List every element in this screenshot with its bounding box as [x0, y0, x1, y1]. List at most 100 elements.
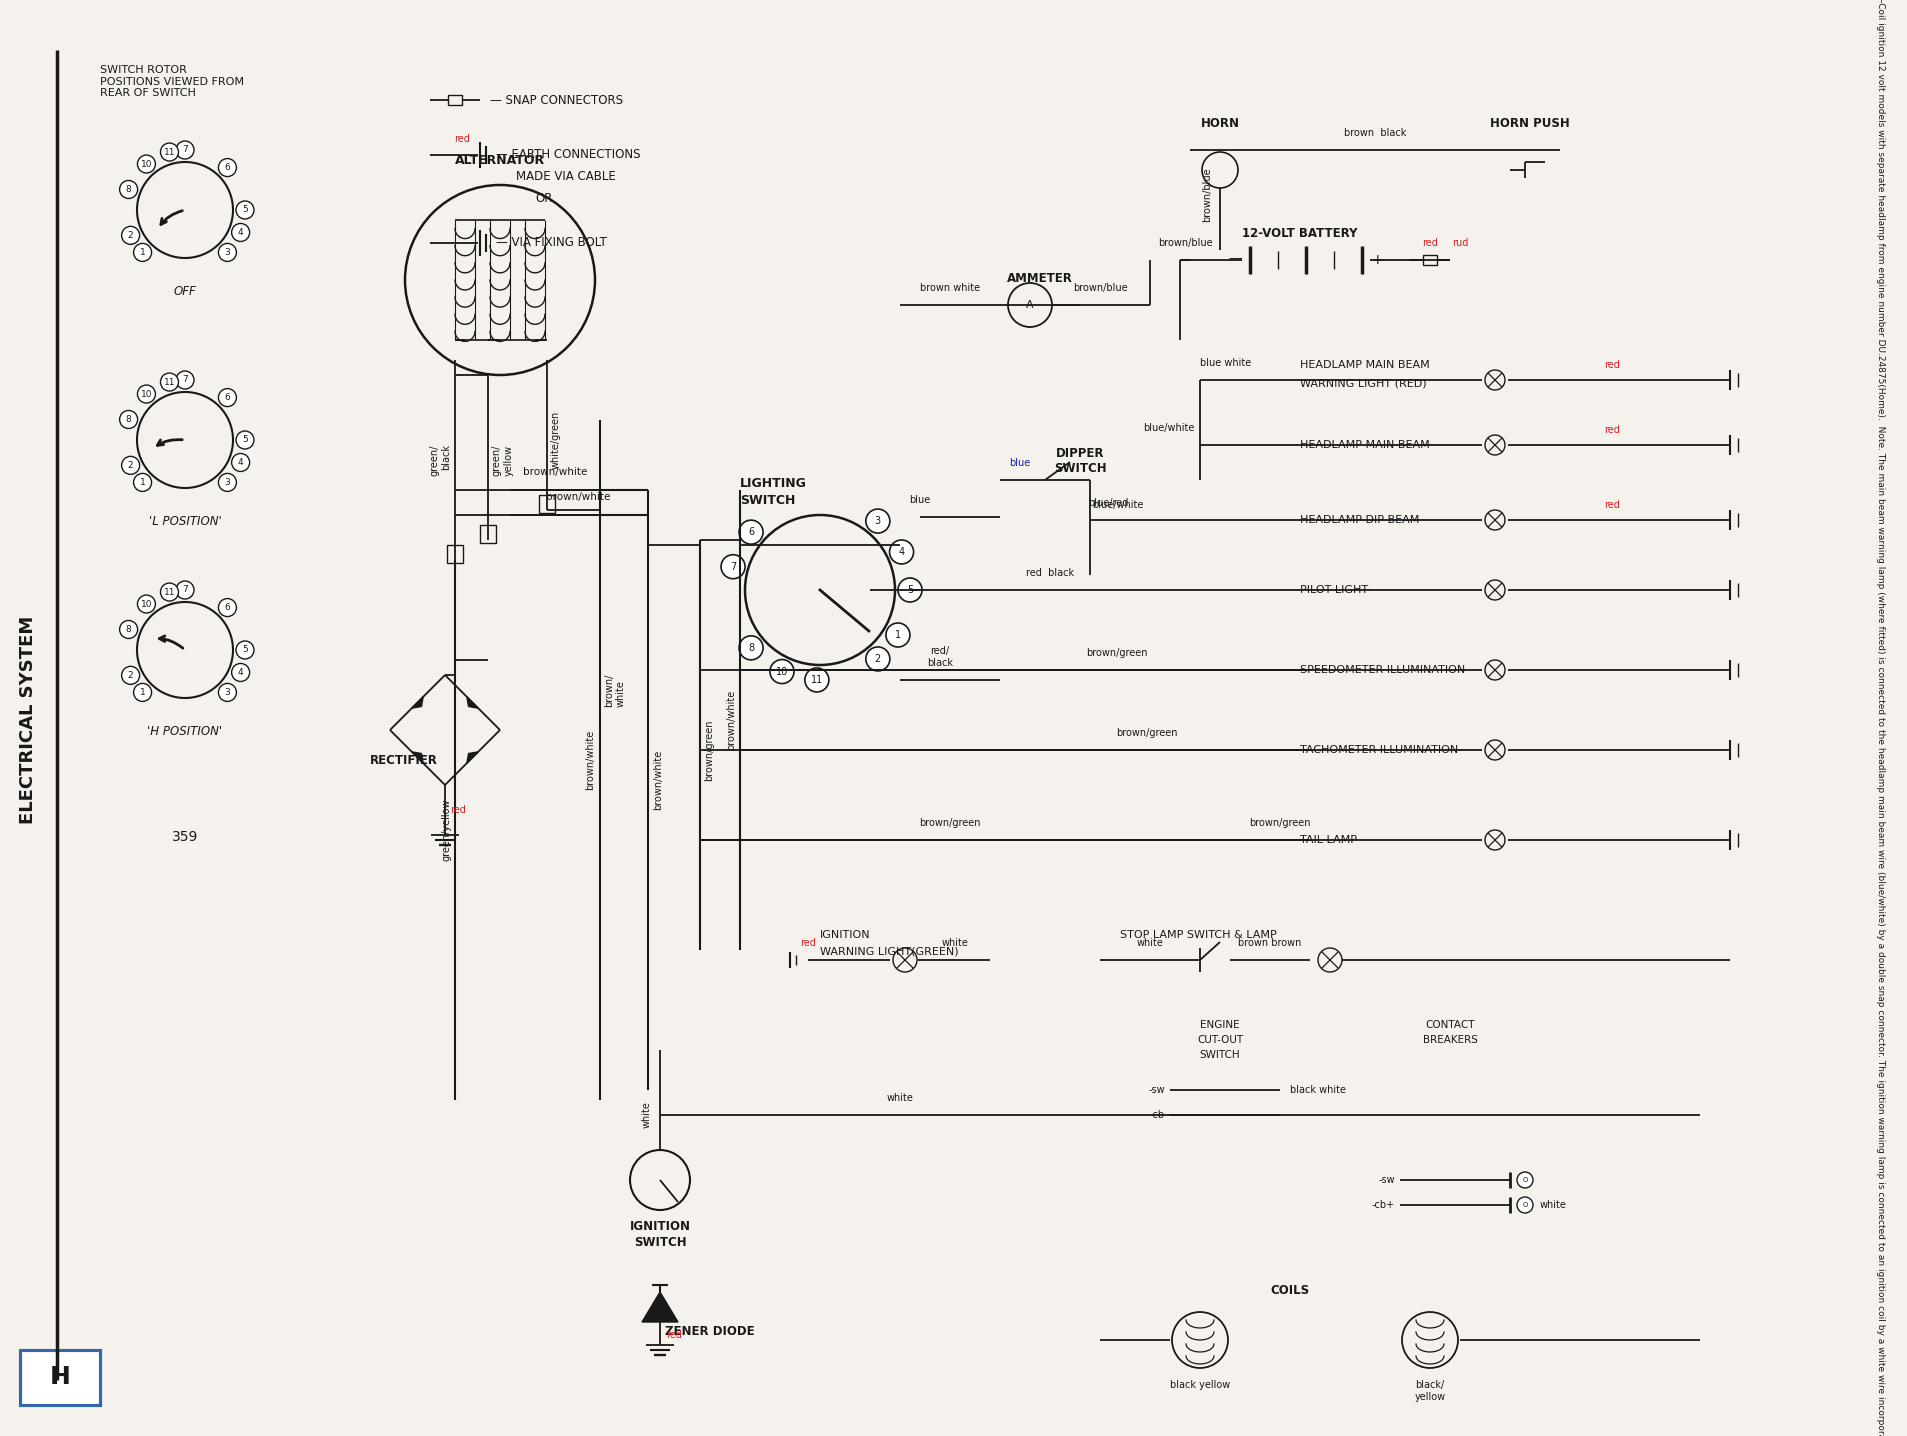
Circle shape — [219, 684, 236, 701]
Text: SPEEDOMETER ILLUMINATION: SPEEDOMETER ILLUMINATION — [1301, 665, 1465, 675]
Circle shape — [887, 623, 910, 648]
Text: CONTACT: CONTACT — [1425, 1020, 1474, 1030]
Text: 2: 2 — [128, 461, 133, 470]
Text: TAIL LAMP: TAIL LAMP — [1301, 834, 1358, 844]
Circle shape — [866, 648, 891, 671]
Text: brown/green: brown/green — [704, 719, 713, 781]
Text: BREAKERS: BREAKERS — [1423, 1035, 1478, 1045]
Circle shape — [122, 227, 139, 244]
Text: 10: 10 — [141, 159, 153, 168]
Text: 10: 10 — [141, 600, 153, 609]
Text: IGNITION: IGNITION — [820, 931, 871, 941]
Circle shape — [120, 620, 137, 639]
Text: 1: 1 — [139, 688, 145, 696]
Circle shape — [231, 224, 250, 241]
Circle shape — [1516, 1198, 1533, 1213]
Text: 'L POSITION': 'L POSITION' — [149, 516, 221, 528]
Text: ENGINE: ENGINE — [1200, 1020, 1240, 1030]
Circle shape — [133, 684, 151, 701]
Circle shape — [866, 508, 891, 533]
Text: 12-VOLT BATTERY: 12-VOLT BATTERY — [1241, 227, 1358, 240]
Text: red: red — [1604, 425, 1619, 435]
Text: 8: 8 — [126, 625, 132, 633]
Text: 7: 7 — [183, 145, 189, 155]
Circle shape — [889, 540, 913, 564]
Text: white: white — [1541, 1200, 1568, 1211]
Text: red: red — [454, 134, 469, 144]
Text: red: red — [1423, 238, 1438, 248]
Circle shape — [231, 454, 250, 471]
Text: brown/blue: brown/blue — [1158, 238, 1213, 248]
Text: brown/white: brown/white — [545, 493, 610, 503]
Circle shape — [721, 554, 746, 579]
Text: 7: 7 — [183, 375, 189, 385]
Text: 'H POSITION': 'H POSITION' — [147, 725, 223, 738]
Circle shape — [805, 668, 830, 692]
Text: white: white — [1137, 938, 1163, 948]
Circle shape — [175, 582, 195, 599]
Text: brown/blue: brown/blue — [1072, 283, 1127, 293]
Polygon shape — [412, 696, 423, 708]
Text: red: red — [1604, 500, 1619, 510]
Circle shape — [122, 666, 139, 685]
Text: 4: 4 — [898, 547, 904, 557]
Text: SWITCH ROTOR
POSITIONS VIEWED FROM
REAR OF SWITCH: SWITCH ROTOR POSITIONS VIEWED FROM REAR … — [99, 65, 244, 98]
Text: 4: 4 — [238, 228, 244, 237]
Text: 11: 11 — [164, 378, 175, 386]
Text: -sw: -sw — [1379, 1175, 1396, 1185]
Circle shape — [236, 431, 254, 449]
Text: green/
yellow: green/ yellow — [492, 444, 513, 475]
Text: CUT-OUT: CUT-OUT — [1198, 1035, 1243, 1045]
Text: SWITCH: SWITCH — [1055, 462, 1106, 475]
Text: 7: 7 — [730, 561, 736, 572]
Bar — [448, 95, 461, 105]
Text: brown/blue: brown/blue — [1201, 168, 1213, 223]
Text: white/green: white/green — [551, 411, 561, 470]
Text: PILOT LIGHT: PILOT LIGHT — [1301, 584, 1367, 595]
Text: 7: 7 — [183, 586, 189, 595]
Text: white: white — [942, 938, 969, 948]
Circle shape — [740, 636, 763, 661]
Text: blue: blue — [1009, 458, 1030, 468]
Text: WARNING LIGHT(GREEN): WARNING LIGHT(GREEN) — [820, 946, 959, 956]
Text: ZENER DIODE: ZENER DIODE — [666, 1325, 755, 1338]
Text: 359: 359 — [172, 830, 198, 844]
Text: brown/green: brown/green — [1087, 648, 1148, 658]
Text: -cb+: -cb+ — [1371, 1200, 1396, 1211]
Text: AMMETER: AMMETER — [1007, 271, 1074, 284]
Text: ELECTRICAL SYSTEM: ELECTRICAL SYSTEM — [19, 616, 36, 824]
Circle shape — [137, 155, 156, 172]
Text: Fig. H33. Wiring diagram—Coil ignition 12 volt models with separate headlamp fro: Fig. H33. Wiring diagram—Coil ignition 1… — [1875, 0, 1884, 1436]
Text: 8: 8 — [748, 643, 753, 653]
Text: SWITCH: SWITCH — [1200, 1050, 1240, 1060]
Text: 8: 8 — [126, 185, 132, 194]
Circle shape — [1516, 1172, 1533, 1188]
Text: brown brown: brown brown — [1238, 938, 1302, 948]
Text: O: O — [1522, 1202, 1528, 1208]
Polygon shape — [412, 752, 423, 763]
Text: — SNAP CONNECTORS: — SNAP CONNECTORS — [490, 93, 624, 106]
Text: white: white — [887, 1093, 913, 1103]
Text: WARNING LIGHT (RED): WARNING LIGHT (RED) — [1301, 378, 1426, 388]
Text: 11: 11 — [164, 587, 175, 596]
Text: STOP LAMP SWITCH & LAMP: STOP LAMP SWITCH & LAMP — [1119, 931, 1278, 941]
Text: OR: OR — [536, 192, 553, 205]
Polygon shape — [467, 752, 479, 763]
Text: black/
yellow: black/ yellow — [1415, 1380, 1446, 1402]
Text: 5: 5 — [242, 435, 248, 445]
Text: 3: 3 — [225, 248, 231, 257]
Text: RECTIFIER: RECTIFIER — [370, 754, 439, 767]
Text: DIPPER: DIPPER — [1056, 447, 1104, 460]
Text: black white: black white — [1289, 1086, 1346, 1096]
Text: brown/
white: brown/ white — [605, 673, 625, 707]
Text: 2: 2 — [875, 653, 881, 663]
Text: 5: 5 — [242, 646, 248, 655]
Text: red: red — [666, 1330, 683, 1340]
Text: 1: 1 — [894, 630, 900, 640]
Text: 5: 5 — [908, 584, 913, 595]
Text: ALTERNATOR: ALTERNATOR — [456, 154, 545, 167]
Text: brown/white: brown/white — [727, 689, 736, 750]
Text: 3: 3 — [225, 688, 231, 696]
Circle shape — [740, 520, 763, 544]
Text: SWITCH: SWITCH — [633, 1236, 687, 1249]
